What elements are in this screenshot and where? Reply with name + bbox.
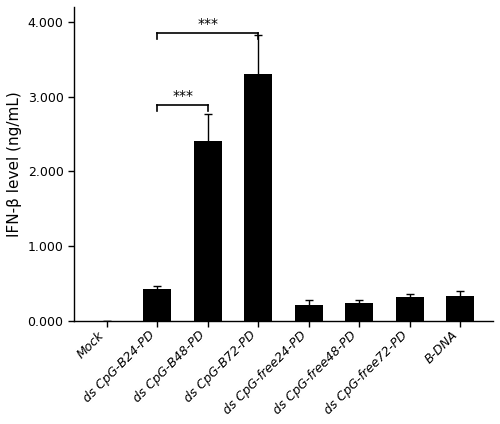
Y-axis label: IFN-β level (ng/mL): IFN-β level (ng/mL) [7,91,22,237]
Text: ***: *** [172,89,193,103]
Bar [446,296,474,321]
Bar [346,303,373,321]
Bar [194,141,222,321]
Text: ***: *** [198,17,218,31]
Bar [144,289,171,321]
Bar [244,74,272,321]
Bar [295,305,322,321]
Bar [396,297,423,321]
